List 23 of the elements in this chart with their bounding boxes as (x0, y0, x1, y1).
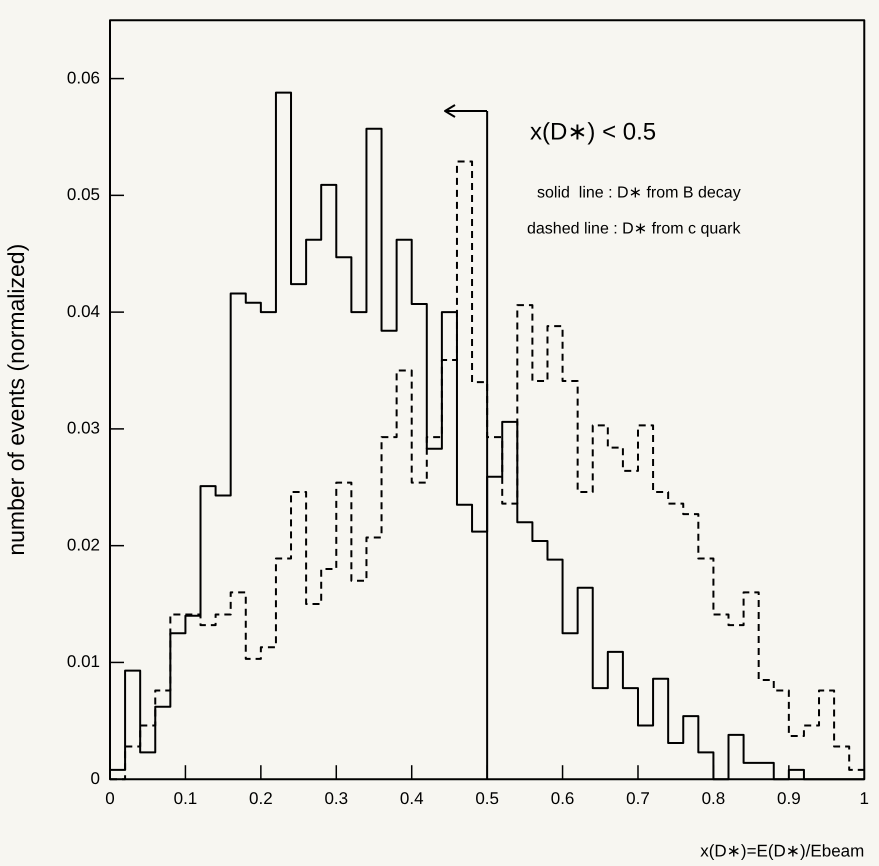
x-tick-label: 0.1 (174, 789, 198, 808)
y-tick-label: 0.03 (66, 418, 100, 438)
annotation: x(D∗) < 0.5 (530, 118, 656, 146)
x-tick-label: 0.6 (550, 789, 574, 808)
x-tick-label: 0.9 (777, 789, 801, 808)
x-tick-label: 0.2 (249, 789, 273, 808)
x-tick-label: 0.7 (626, 789, 650, 808)
x-tick-label: 0.5 (475, 789, 499, 808)
x-tick-label: 0 (105, 789, 115, 808)
x-tick-label: 0.8 (702, 789, 726, 808)
x-tick-label: 0.4 (400, 789, 424, 808)
y-axis-title: number of events (normalized) (3, 244, 30, 556)
y-tick-label: 0.05 (66, 185, 100, 204)
y-tick-label: 0.04 (66, 302, 100, 321)
y-tick-label: 0.02 (66, 535, 100, 554)
y-tick-label: 0.01 (66, 652, 100, 672)
annotation: solid line : D∗ from B decay (537, 184, 741, 202)
x-tick-label: 1 (860, 789, 870, 808)
annotation: dashed line : D∗ from c quark (527, 220, 742, 238)
x-axis-title: x(D∗)=E(D∗)/Ebeam (700, 841, 864, 860)
y-tick-label: 0.06 (66, 68, 100, 88)
x-tick-label: 0.3 (324, 789, 348, 808)
y-tick-label: 0 (90, 768, 100, 788)
